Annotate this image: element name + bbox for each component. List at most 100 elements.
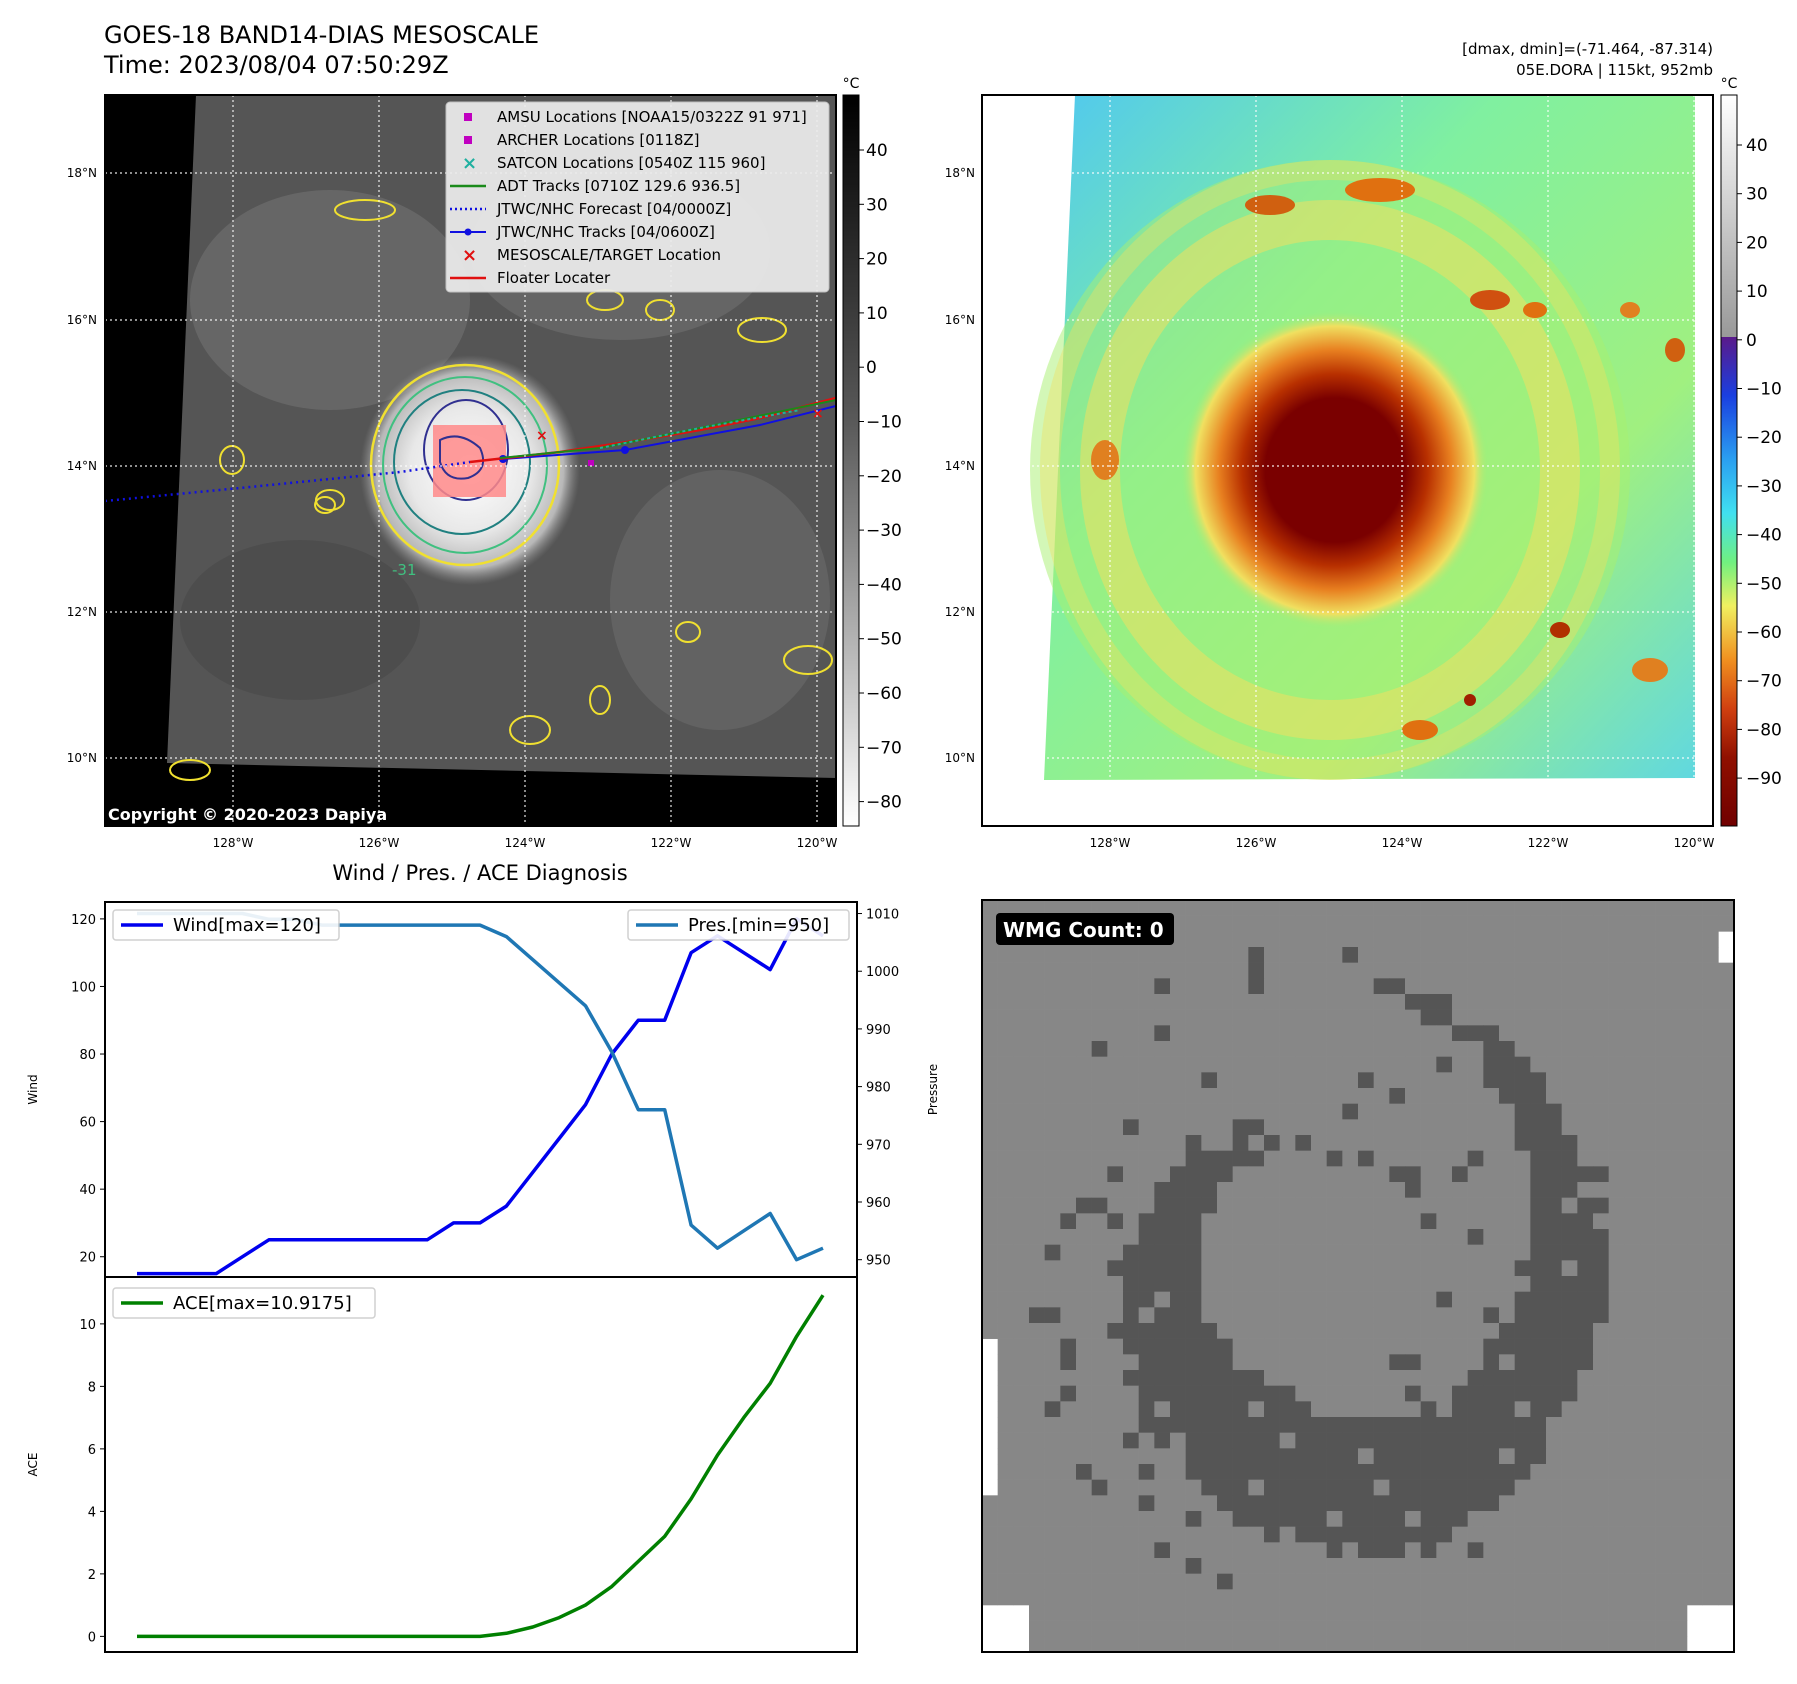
wmg-cell [1436, 962, 1453, 979]
wmg-cell [1279, 1041, 1296, 1057]
wmg-cell [1013, 1354, 1030, 1371]
wmg-cell [1655, 1417, 1672, 1433]
chart-legend-label: Wind[max=120] [173, 915, 321, 936]
y-tick-label: 100 [71, 980, 96, 995]
gray-colorbar-tick: −70 [866, 738, 902, 758]
wmg-cell [1436, 1495, 1453, 1512]
color-colorbar-unit: °C [1721, 76, 1738, 92]
wmg-cell [982, 1135, 998, 1151]
wmg-cell [1076, 1103, 1092, 1120]
wmg-cell [1593, 947, 1609, 963]
wmg-cell [1342, 931, 1359, 948]
wmg-cell [1640, 1385, 1656, 1402]
wmg-cell [1671, 1636, 1688, 1653]
wmg-cell [1013, 1072, 1030, 1089]
wmg-cell [1326, 1558, 1343, 1574]
wmg-cell [997, 1495, 1014, 1512]
wmg-cell [1373, 962, 1390, 979]
wmg-cell [1248, 1041, 1265, 1057]
wmg-cell [1326, 1323, 1343, 1339]
wmg-cell [1013, 947, 1030, 963]
figure-title: GOES-18 BAND14-DIAS MESOSCALE [104, 21, 539, 49]
wmg-cell [1640, 1166, 1656, 1183]
wmg-cell [1702, 1135, 1719, 1151]
wmg-cell [1154, 1338, 1171, 1355]
wmg-cell [1718, 1432, 1735, 1449]
wmg-cell [1138, 1072, 1155, 1089]
wmg-cell [1624, 962, 1641, 979]
wmg-cell [1358, 1291, 1374, 1308]
wmg-cell [1546, 1526, 1562, 1543]
wmg-cell [1029, 1620, 1045, 1637]
wmg-cell [1279, 1260, 1296, 1277]
wmg-cell [1342, 1025, 1359, 1042]
wmg-cell [1076, 978, 1092, 995]
wmg-cell [982, 1103, 998, 1120]
wmg-cell [1561, 1542, 1578, 1559]
wmg-cell [1342, 915, 1359, 932]
wmg-cell [1060, 978, 1077, 995]
wmg-cell [1044, 1448, 1061, 1465]
wmg-cell [1326, 1229, 1343, 1245]
wmg-cell [1358, 1276, 1374, 1292]
wmg-cell [1593, 1620, 1609, 1637]
wmg-cell [1389, 1573, 1406, 1590]
wmg-cell [1624, 1511, 1641, 1527]
wmg-cell [1608, 1370, 1625, 1386]
wmg-cell [1107, 1558, 1124, 1574]
wmg-cell [1702, 1166, 1719, 1183]
wmg-cell [1483, 962, 1500, 979]
wmg-cell [1107, 1276, 1124, 1292]
wmg-cell [1608, 947, 1625, 963]
wmg-cell [1373, 1495, 1390, 1512]
wmg-cell [1295, 1197, 1312, 1214]
wmg-cell [1593, 1056, 1609, 1073]
wmg-cell [1718, 1354, 1735, 1371]
wmg-cell [1029, 978, 1045, 995]
wmg-cell [1530, 1041, 1547, 1057]
wmg-cell [1389, 1354, 1406, 1371]
wmg-cell [1452, 1323, 1468, 1339]
wmg-cell [1373, 1009, 1390, 1026]
wmg-cell [1389, 1009, 1406, 1026]
wmg-cell [1076, 1636, 1092, 1653]
wmg-cell [1499, 1291, 1515, 1308]
wmg-cell [1405, 978, 1421, 995]
wmg-cell [1546, 1370, 1562, 1386]
wmg-cell [1608, 1244, 1625, 1261]
wmg-cell [1060, 1432, 1077, 1449]
wmg-cell [1185, 1260, 1202, 1277]
wmg-cell [1342, 1448, 1359, 1465]
wmg-cell [1436, 1009, 1453, 1026]
wmg-cell [1655, 1401, 1672, 1418]
wmg-cell [1624, 1197, 1641, 1214]
wmg-cell [1248, 978, 1265, 995]
wmg-cell [1420, 1417, 1437, 1433]
wmg-cell [1499, 1103, 1515, 1120]
wmg-cell [1593, 1276, 1609, 1292]
wmg-cell [1420, 1636, 1437, 1653]
wmg-cell [1295, 1511, 1312, 1527]
wmg-cell [1311, 1276, 1327, 1292]
wmg-cell [1248, 1558, 1265, 1574]
wmg-cell [1138, 1150, 1155, 1167]
lon-label-right: 124°W [1382, 836, 1423, 850]
wmg-cell [1326, 1589, 1343, 1606]
wmg-cell [1640, 1244, 1656, 1261]
wmg-cell [1640, 1025, 1656, 1042]
wmg-cell [1452, 931, 1468, 948]
wmg-cell [1185, 1323, 1202, 1339]
y-tick-label: 60 [79, 1116, 96, 1131]
wmg-cell [1718, 1448, 1735, 1465]
wmg-cell [1624, 1135, 1641, 1151]
wmg-cell [1311, 1260, 1327, 1277]
y-tick-label: 80 [79, 1048, 96, 1063]
color-colorbar-tick: −60 [1746, 623, 1782, 643]
wmg-cell [982, 1276, 998, 1292]
wmg-cell [1138, 1323, 1155, 1339]
wmg-cell [997, 1542, 1014, 1559]
wmg-cell [1452, 1025, 1468, 1042]
wmg-cell [1170, 1088, 1186, 1104]
wmg-cell [1483, 947, 1500, 963]
wmg-cell [1687, 1495, 1703, 1512]
